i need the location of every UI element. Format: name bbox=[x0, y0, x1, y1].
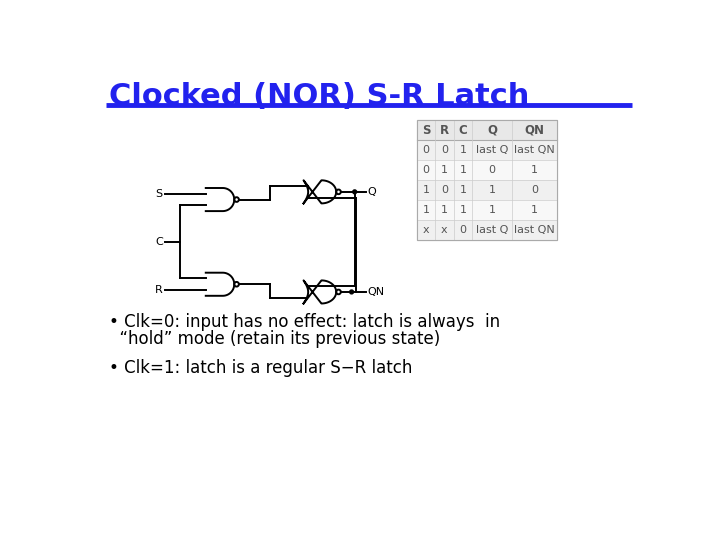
Text: 1: 1 bbox=[459, 205, 467, 215]
Text: “hold” mode (retain its previous state): “hold” mode (retain its previous state) bbox=[109, 330, 440, 348]
Text: x: x bbox=[423, 225, 429, 235]
Text: • Clk=1: latch is a regular S−R latch: • Clk=1: latch is a regular S−R latch bbox=[109, 359, 412, 377]
Text: last Q: last Q bbox=[476, 145, 508, 156]
Text: 1: 1 bbox=[489, 205, 495, 215]
Text: 1: 1 bbox=[441, 165, 448, 176]
Text: S: S bbox=[422, 124, 431, 137]
Text: R: R bbox=[440, 124, 449, 137]
Text: C: C bbox=[459, 124, 467, 137]
Text: S: S bbox=[156, 189, 163, 199]
Text: C: C bbox=[155, 237, 163, 247]
Text: 0: 0 bbox=[441, 185, 448, 195]
Text: 1: 1 bbox=[423, 185, 429, 195]
Text: last Q: last Q bbox=[476, 225, 508, 235]
Text: last QN: last QN bbox=[514, 225, 555, 235]
FancyBboxPatch shape bbox=[417, 120, 557, 240]
Circle shape bbox=[353, 190, 356, 194]
Text: QN: QN bbox=[368, 287, 385, 297]
FancyBboxPatch shape bbox=[417, 200, 557, 220]
Text: 1: 1 bbox=[459, 145, 467, 156]
Text: 0: 0 bbox=[441, 145, 448, 156]
Text: 0: 0 bbox=[423, 145, 429, 156]
Text: Q: Q bbox=[368, 187, 377, 197]
Text: • Clk=0: input has no effect: latch is always  in: • Clk=0: input has no effect: latch is a… bbox=[109, 313, 500, 330]
FancyBboxPatch shape bbox=[417, 120, 557, 140]
Text: Q: Q bbox=[487, 124, 498, 137]
Text: 1: 1 bbox=[459, 165, 467, 176]
Circle shape bbox=[350, 290, 354, 294]
Text: 1: 1 bbox=[531, 165, 538, 176]
Text: 1: 1 bbox=[441, 205, 448, 215]
FancyBboxPatch shape bbox=[417, 180, 557, 200]
Text: last QN: last QN bbox=[514, 145, 555, 156]
FancyBboxPatch shape bbox=[417, 140, 557, 160]
FancyBboxPatch shape bbox=[417, 220, 557, 240]
Text: Clocked (NOR) S-R Latch: Clocked (NOR) S-R Latch bbox=[109, 82, 529, 111]
Text: QN: QN bbox=[525, 124, 544, 137]
FancyBboxPatch shape bbox=[417, 160, 557, 180]
Text: 0: 0 bbox=[423, 165, 429, 176]
Text: 0: 0 bbox=[459, 225, 467, 235]
Text: 0: 0 bbox=[489, 165, 495, 176]
Text: 1: 1 bbox=[489, 185, 495, 195]
Text: 1: 1 bbox=[531, 205, 538, 215]
Text: R: R bbox=[155, 285, 163, 295]
Text: x: x bbox=[441, 225, 448, 235]
Text: 0: 0 bbox=[531, 185, 538, 195]
Text: 1: 1 bbox=[459, 185, 467, 195]
Text: 1: 1 bbox=[423, 205, 429, 215]
